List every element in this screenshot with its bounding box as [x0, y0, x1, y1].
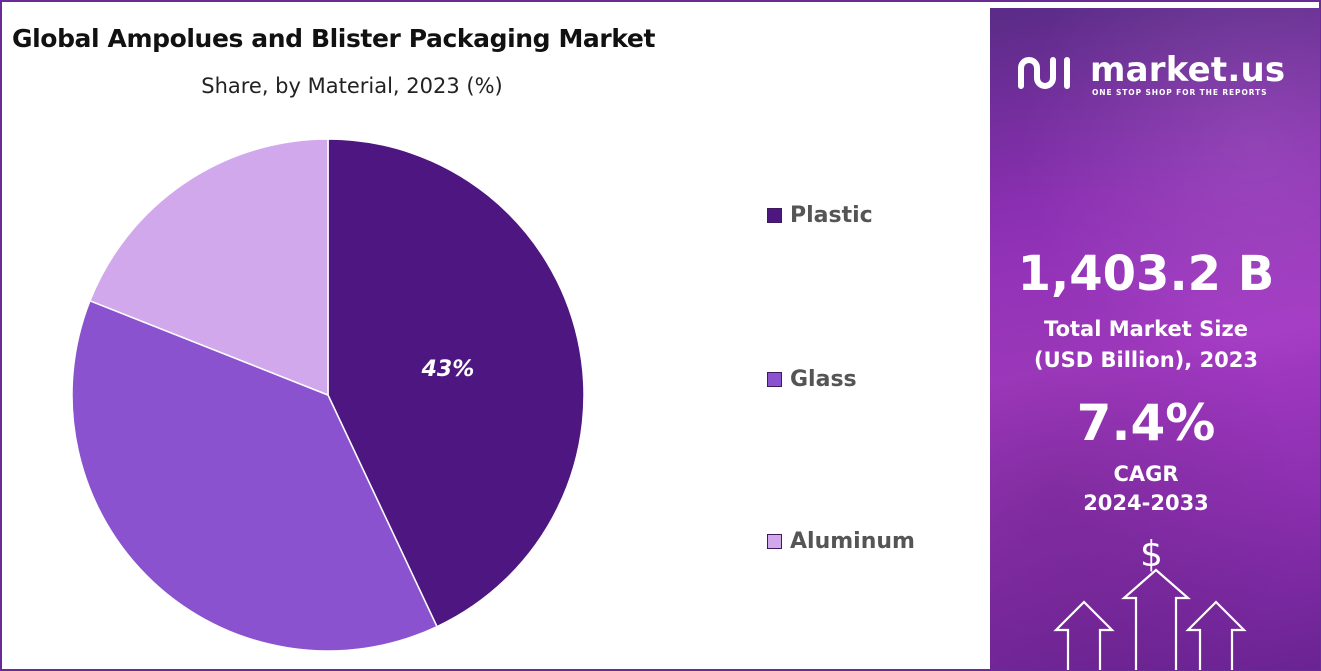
legend-swatch-plastic	[767, 208, 782, 223]
dollar-icon: $	[1140, 534, 1163, 575]
cagr-label-line2: 2024-2033	[1083, 491, 1209, 515]
cagr-label: CAGR 2024-2033	[990, 460, 1302, 518]
legend-swatch-glass	[767, 372, 782, 387]
market-size-value: 1,403.2 B	[1017, 246, 1275, 302]
chart-subtitle: Share, by Material, 2023 (%)	[201, 74, 503, 98]
pie-slice-glass	[71, 299, 438, 652]
up-arrow-icon	[1121, 568, 1191, 670]
logo-tagline: ONE STOP SHOP FOR THE REPORTS	[1092, 88, 1268, 97]
legend-label-plastic: Plastic	[790, 203, 873, 228]
cagr-value: 7.4%	[1076, 394, 1216, 452]
market-size-label: Total Market Size (USD Billion), 2023	[990, 314, 1302, 376]
legend-item-glass: Glass	[767, 367, 857, 392]
summary-panel: market.us ONE STOP SHOP FOR THE REPORTS …	[990, 8, 1320, 670]
pie-slice-aluminum	[89, 138, 329, 397]
chart-panel: Global Ampolues and Blister Packaging Ma…	[2, 2, 988, 669]
legend-item-plastic: Plastic	[767, 203, 873, 228]
market-us-logo-icon	[1018, 57, 1070, 89]
up-arrow-icon	[1053, 600, 1115, 670]
data-label-plastic: 43%	[421, 357, 475, 382]
market-size-label-line2: (USD Billion), 2023	[1033, 348, 1259, 372]
logo-text: market.us	[1090, 50, 1286, 90]
cagr-label-line1: CAGR	[1113, 462, 1179, 486]
pie-slice-plastic	[327, 138, 585, 628]
legend-swatch-aluminum	[767, 534, 782, 549]
pie-chart: 43%	[71, 138, 585, 652]
legend-label-glass: Glass	[790, 367, 857, 392]
legend-label-aluminum: Aluminum	[790, 529, 915, 554]
legend-item-aluminum: Aluminum	[767, 529, 915, 554]
chart-title: Global Ampolues and Blister Packaging Ma…	[12, 24, 655, 53]
market-size-label-line1: Total Market Size	[1044, 317, 1248, 341]
up-arrow-icon	[1185, 600, 1247, 670]
market-us-logo: market.us ONE STOP SHOP FOR THE REPORTS	[1015, 50, 1305, 110]
growth-arrows	[1053, 568, 1247, 670]
